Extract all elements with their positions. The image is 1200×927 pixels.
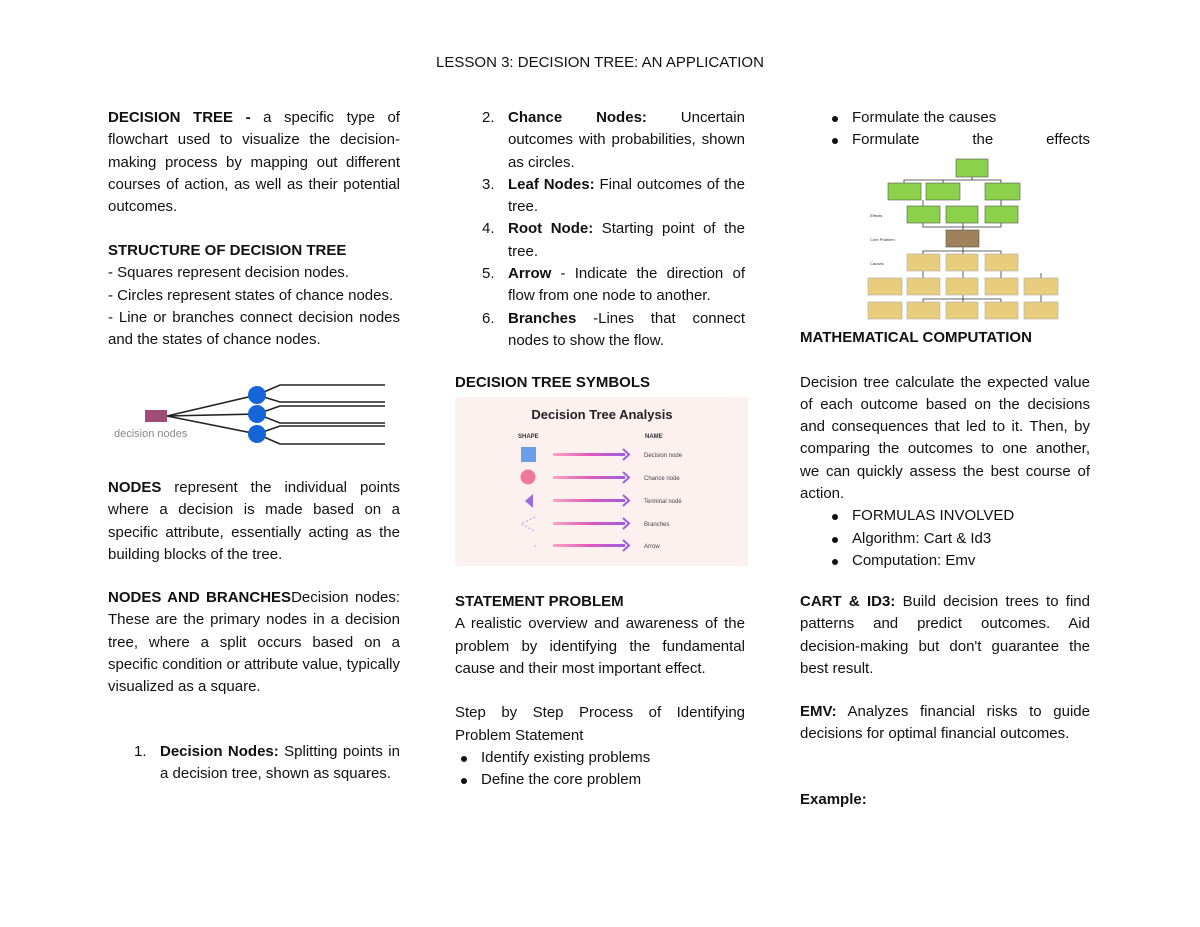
statement-heading: STATEMENT PROBLEM (455, 593, 624, 610)
term: Leaf Nodes: (508, 175, 595, 193)
term: Chance Nodes: (508, 109, 647, 126)
page-title: LESSON 3: DECISION TREE: AN APPLICATION (436, 54, 764, 71)
math-section: MATHEMATICAL COMPUTATION Decision tree c… (800, 327, 1090, 572)
structure-line: - Line or branches connect decision node… (108, 308, 400, 349)
branches-symbol (519, 516, 536, 532)
formulate-bullets: Formulate the causes Formulate the effects (826, 107, 1090, 152)
step-bullet: Define the core problem (455, 769, 745, 791)
symbol-name: Arrow (644, 544, 660, 550)
list-number: 6. (482, 309, 495, 327)
list-number: 1. (134, 743, 147, 760)
list-number: 3. (482, 175, 495, 193)
term: Root Node: (508, 220, 594, 238)
text: Splitting points in a decision tree, sho… (160, 743, 400, 783)
symbols-title: Decision Tree Analysis (531, 407, 672, 422)
statement-section: STATEMENT PROBLEM A realistic overview a… (455, 591, 745, 792)
term: Branches (508, 309, 577, 327)
bullet: FORMULAS INVOLVED (826, 505, 1090, 527)
symbols-heading: DECISION TREE SYMBOLS (455, 374, 651, 391)
term: DECISION TREE - (108, 109, 251, 126)
bullet: Formulate the effects (826, 129, 1090, 151)
symbol-name: Terminal node (644, 499, 682, 505)
text: Build decision trees to find patterns an… (800, 593, 1090, 677)
decision-node-square (521, 447, 536, 462)
nodes-paragraph: NODES represent the individual points wh… (108, 477, 400, 566)
effects-label: Effects (870, 213, 882, 218)
structure-heading: STRUCTURE OF DECISION TREE (108, 242, 347, 259)
terminal-node-triangle (525, 494, 533, 508)
decision-nodes-image: decision nodes (114, 384, 385, 445)
shape-header: SHAPE (518, 434, 539, 440)
text: Decision nodes: These are the primary no… (108, 589, 401, 696)
term: Arrow (508, 265, 552, 283)
bullet: Computation: Emv (826, 550, 1090, 572)
math-text: Decision tree calculate the expected val… (800, 373, 1090, 503)
statement-text: A realistic overview and awareness of th… (455, 615, 745, 677)
node-types-list: 2. Chance Nodes: Uncertain outcomes with … (482, 107, 745, 352)
steps-intro: Step by Step Process of Identifying Prob… (455, 704, 745, 744)
symbol-name: Decision node (644, 453, 683, 459)
word: effects (1046, 131, 1090, 149)
text: -Lines that connect nodes to show the fl… (508, 309, 745, 349)
step-bullet: Identify existing problems (455, 747, 745, 769)
list-number: 5. (482, 265, 495, 283)
bullet: Formulate the causes (826, 107, 1090, 129)
nodes-branches-paragraph: NODES AND BRANCHESDecision nodes: These … (108, 587, 400, 698)
term: CART & ID3: (800, 593, 896, 610)
term: NODES AND BRANCHES (108, 589, 292, 606)
problem-tree-image: Effects Core Problem Causes (867, 158, 1059, 320)
symbols-image: Decision Tree Analysis SHAPE NAME Decisi… (455, 397, 748, 566)
emv-paragraph: EMV: Analyzes financial risks to guide d… (800, 701, 1090, 746)
term: EMV: (800, 703, 837, 720)
symbol-name: Chance node (644, 476, 680, 482)
word: the (972, 131, 994, 149)
decision-tree-definition: DECISION TREE - a specific type of flowc… (108, 107, 400, 218)
name-header: NAME (645, 434, 663, 440)
text: Analyzes financial risks to guide decisi… (800, 703, 1090, 743)
arrows (553, 448, 631, 552)
text: - Indicate the direction of flow from on… (508, 265, 745, 305)
list-item: 1. Decision Nodes: Splitting points in a … (134, 741, 400, 786)
structure-line: - Circles represent states of chance nod… (108, 286, 394, 304)
image-caption: decision nodes (114, 428, 188, 440)
text: Final outcomes of the tree. (508, 175, 745, 216)
structure-line: - Squares represent decision nodes. (108, 264, 349, 282)
structure-section: STRUCTURE OF DECISION TREE - Squares rep… (108, 240, 400, 351)
chance-node-circle (520, 469, 536, 485)
term: NODES (108, 479, 162, 496)
text: a specific type of flowchart used to vis… (108, 109, 400, 216)
core-problem-label: Core Problem (870, 237, 895, 242)
word: Formulate (852, 131, 920, 149)
term: Decision Nodes: (160, 743, 279, 760)
list-number: 2. (482, 109, 495, 126)
example-heading: Example: (800, 791, 867, 808)
cart-id3-paragraph: CART & ID3: Build decision trees to find… (800, 591, 1090, 680)
list-number: 4. (482, 220, 495, 238)
symbol-name: Branches (644, 522, 669, 528)
bullet: Algorithm: Cart & Id3 (826, 528, 1090, 550)
arrow-symbol (534, 545, 536, 547)
text: Starting point of the tree. (508, 220, 745, 260)
causes-label: Causes (870, 261, 884, 266)
math-heading: MATHEMATICAL COMPUTATION (800, 329, 1032, 346)
text: Uncertain outcomes with probabilities, s… (508, 109, 745, 171)
text: represent the individual points where a … (108, 479, 400, 563)
